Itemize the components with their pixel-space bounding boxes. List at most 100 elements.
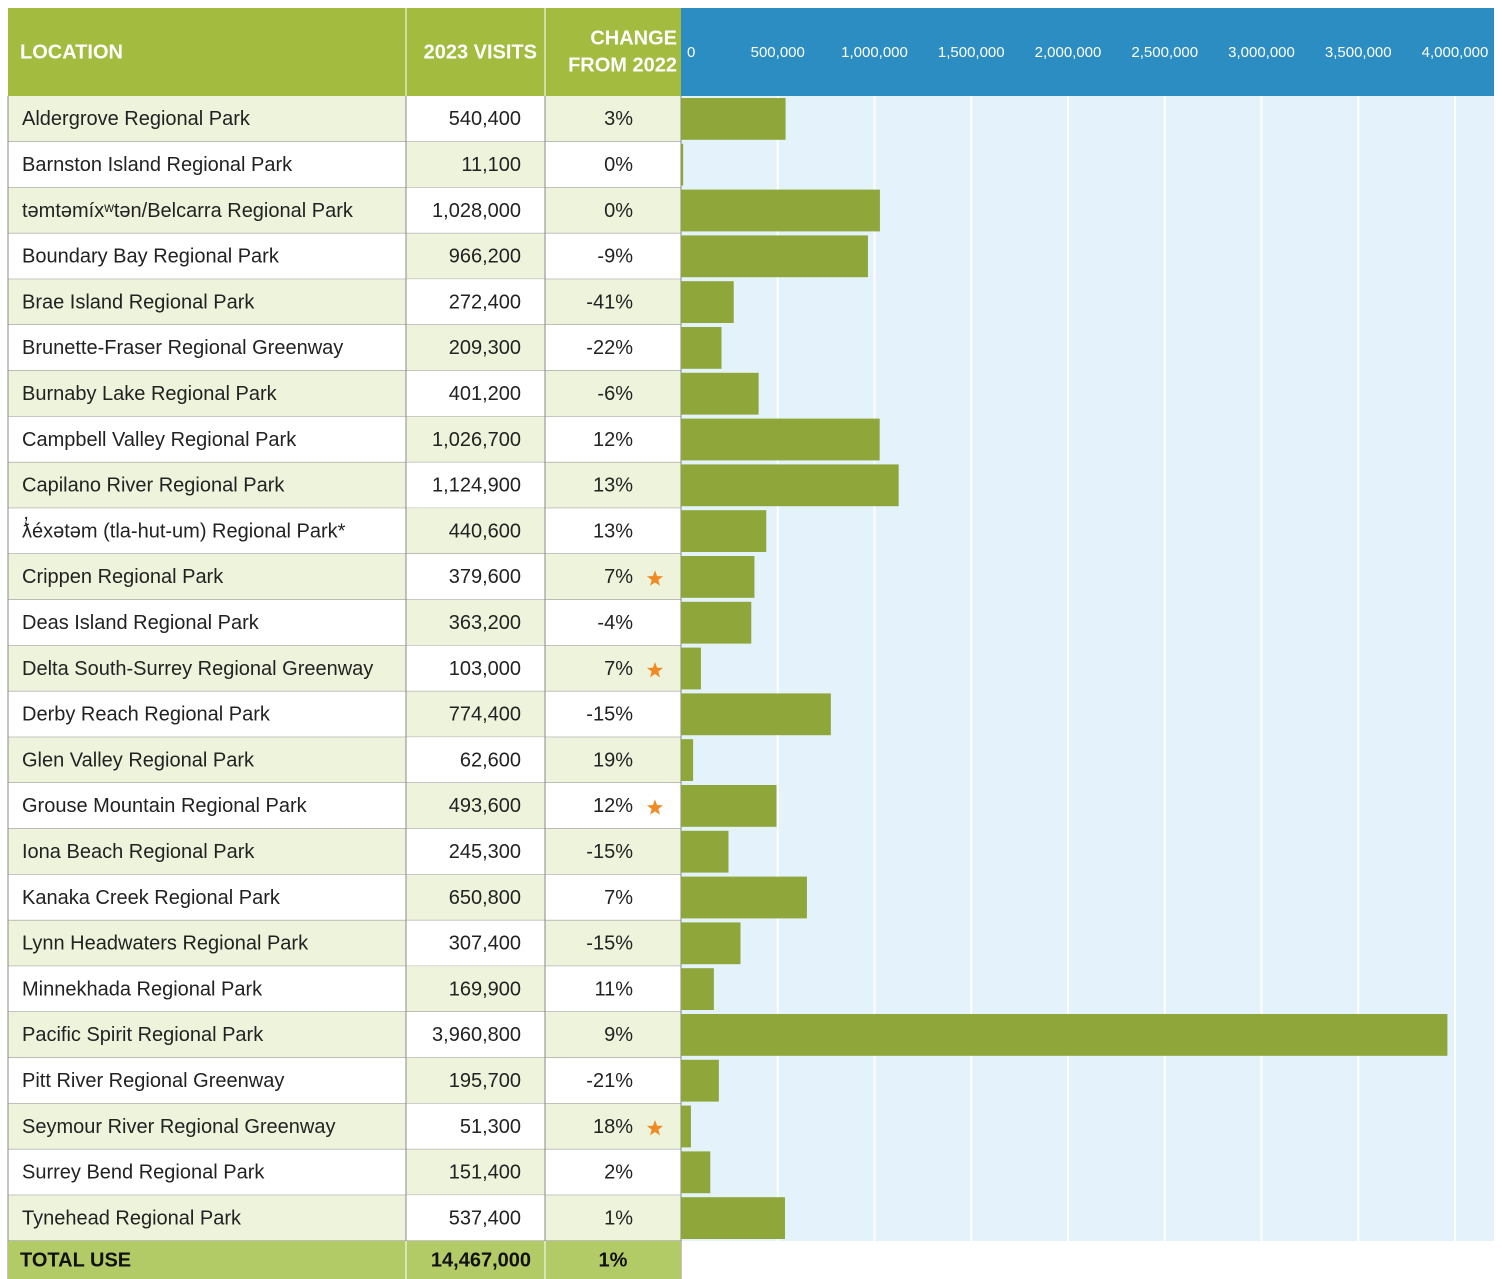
change: -41% — [586, 291, 633, 313]
star-icon — [646, 1120, 664, 1136]
visits: 103,000 — [449, 658, 521, 680]
visits-bg — [406, 325, 545, 371]
location: ƛ̓éxətəm (tla-hut-um) Regional Park* — [22, 516, 346, 543]
bar — [681, 418, 880, 461]
visits-bg — [406, 691, 545, 738]
total-change: 1% — [599, 1249, 628, 1271]
change: 12% — [593, 795, 633, 817]
column-header: FROM 2022 — [568, 54, 677, 76]
change: 13% — [593, 475, 633, 497]
bar — [681, 510, 767, 552]
bar — [681, 372, 759, 415]
x-tick-label: 4,000,000 — [1422, 44, 1489, 61]
visits: 1,028,000 — [432, 200, 521, 222]
change: 9% — [604, 1024, 633, 1046]
location: Pacific Spirit Regional Park — [22, 1024, 264, 1046]
change: 12% — [593, 429, 633, 451]
bar — [681, 464, 899, 507]
visits: 51,300 — [460, 1116, 521, 1138]
visits-bg — [406, 416, 545, 463]
change: 0% — [604, 154, 633, 176]
bar — [681, 556, 755, 598]
change: 11% — [594, 978, 633, 1000]
location: Crippen Regional Park — [22, 566, 224, 588]
location: Brae Island Regional Park — [22, 291, 255, 313]
row-bg — [8, 370, 681, 417]
row-bg — [8, 920, 681, 967]
visits-bg — [406, 141, 545, 188]
chart-header-bg — [681, 8, 1494, 96]
bar — [681, 830, 729, 873]
row-bg — [8, 966, 681, 1012]
visits-bg — [406, 370, 545, 417]
visits: 363,200 — [449, 612, 521, 634]
visits: 493,600 — [449, 795, 521, 817]
visits-bg — [406, 554, 545, 600]
visits-bg — [406, 233, 545, 280]
star-icon — [646, 662, 664, 678]
visits: 209,300 — [449, 337, 521, 359]
visits: 966,200 — [449, 246, 521, 268]
visits-bg — [406, 920, 545, 967]
row-bg — [8, 462, 681, 509]
location: Surrey Bend Regional Park — [22, 1162, 265, 1184]
column-header: 2023 VISITS — [424, 41, 537, 63]
visits: 440,600 — [449, 520, 521, 542]
row-bg — [8, 645, 681, 692]
bar — [681, 922, 741, 965]
visits: 540,400 — [449, 108, 521, 130]
x-tick-label: 2,000,000 — [1035, 44, 1102, 61]
x-tick-label: 500,000 — [751, 44, 805, 61]
bar — [681, 968, 714, 1010]
change: -15% — [586, 841, 633, 863]
row-bg — [8, 874, 681, 921]
visits: 62,600 — [460, 749, 521, 771]
location: Boundary Bay Regional Park — [22, 246, 280, 268]
row-bg — [8, 416, 681, 463]
bar — [681, 143, 684, 186]
location: Deas Island Regional Park — [22, 612, 260, 634]
location: Aldergrove Regional Park — [22, 108, 251, 130]
bar — [681, 739, 694, 781]
visits-bg — [406, 737, 545, 783]
row-bg — [8, 554, 681, 600]
row-bg — [8, 96, 681, 142]
visits-bg — [406, 966, 545, 1012]
location: Glen Valley Regional Park — [22, 749, 255, 771]
visits-bg — [406, 279, 545, 325]
row-bg — [8, 1195, 681, 1241]
bar — [681, 876, 807, 919]
visits-bg — [406, 96, 545, 142]
change: 0% — [604, 200, 633, 222]
row-bg — [8, 828, 681, 875]
change: 2% — [604, 1162, 633, 1184]
bar — [681, 1014, 1448, 1056]
visits-bg — [406, 828, 545, 875]
bar — [681, 693, 831, 736]
change: 13% — [593, 520, 633, 542]
change: 19% — [593, 749, 633, 771]
total-bg — [8, 1241, 681, 1279]
visits: 11,100 — [461, 154, 521, 176]
visits: 195,700 — [449, 1070, 521, 1092]
visits-bg — [406, 187, 545, 234]
visits: 272,400 — [449, 291, 521, 313]
visits-bg — [406, 1195, 545, 1241]
visits-bg — [406, 1057, 545, 1104]
visits: 774,400 — [449, 704, 521, 726]
bar — [681, 1105, 691, 1148]
change: 7% — [604, 658, 633, 680]
row-bg — [8, 783, 681, 829]
location: Pitt River Regional Greenway — [22, 1070, 284, 1092]
change: -21% — [586, 1070, 633, 1092]
row-bg — [8, 599, 681, 646]
row-bg — [8, 279, 681, 325]
visits-bg — [406, 874, 545, 921]
bar — [681, 327, 722, 369]
location: Lynn Headwaters Regional Park — [22, 933, 309, 955]
bar — [681, 1151, 711, 1194]
change: 1% — [604, 1207, 633, 1229]
change: 18% — [593, 1116, 633, 1138]
x-tick-label: 0 — [687, 44, 695, 61]
